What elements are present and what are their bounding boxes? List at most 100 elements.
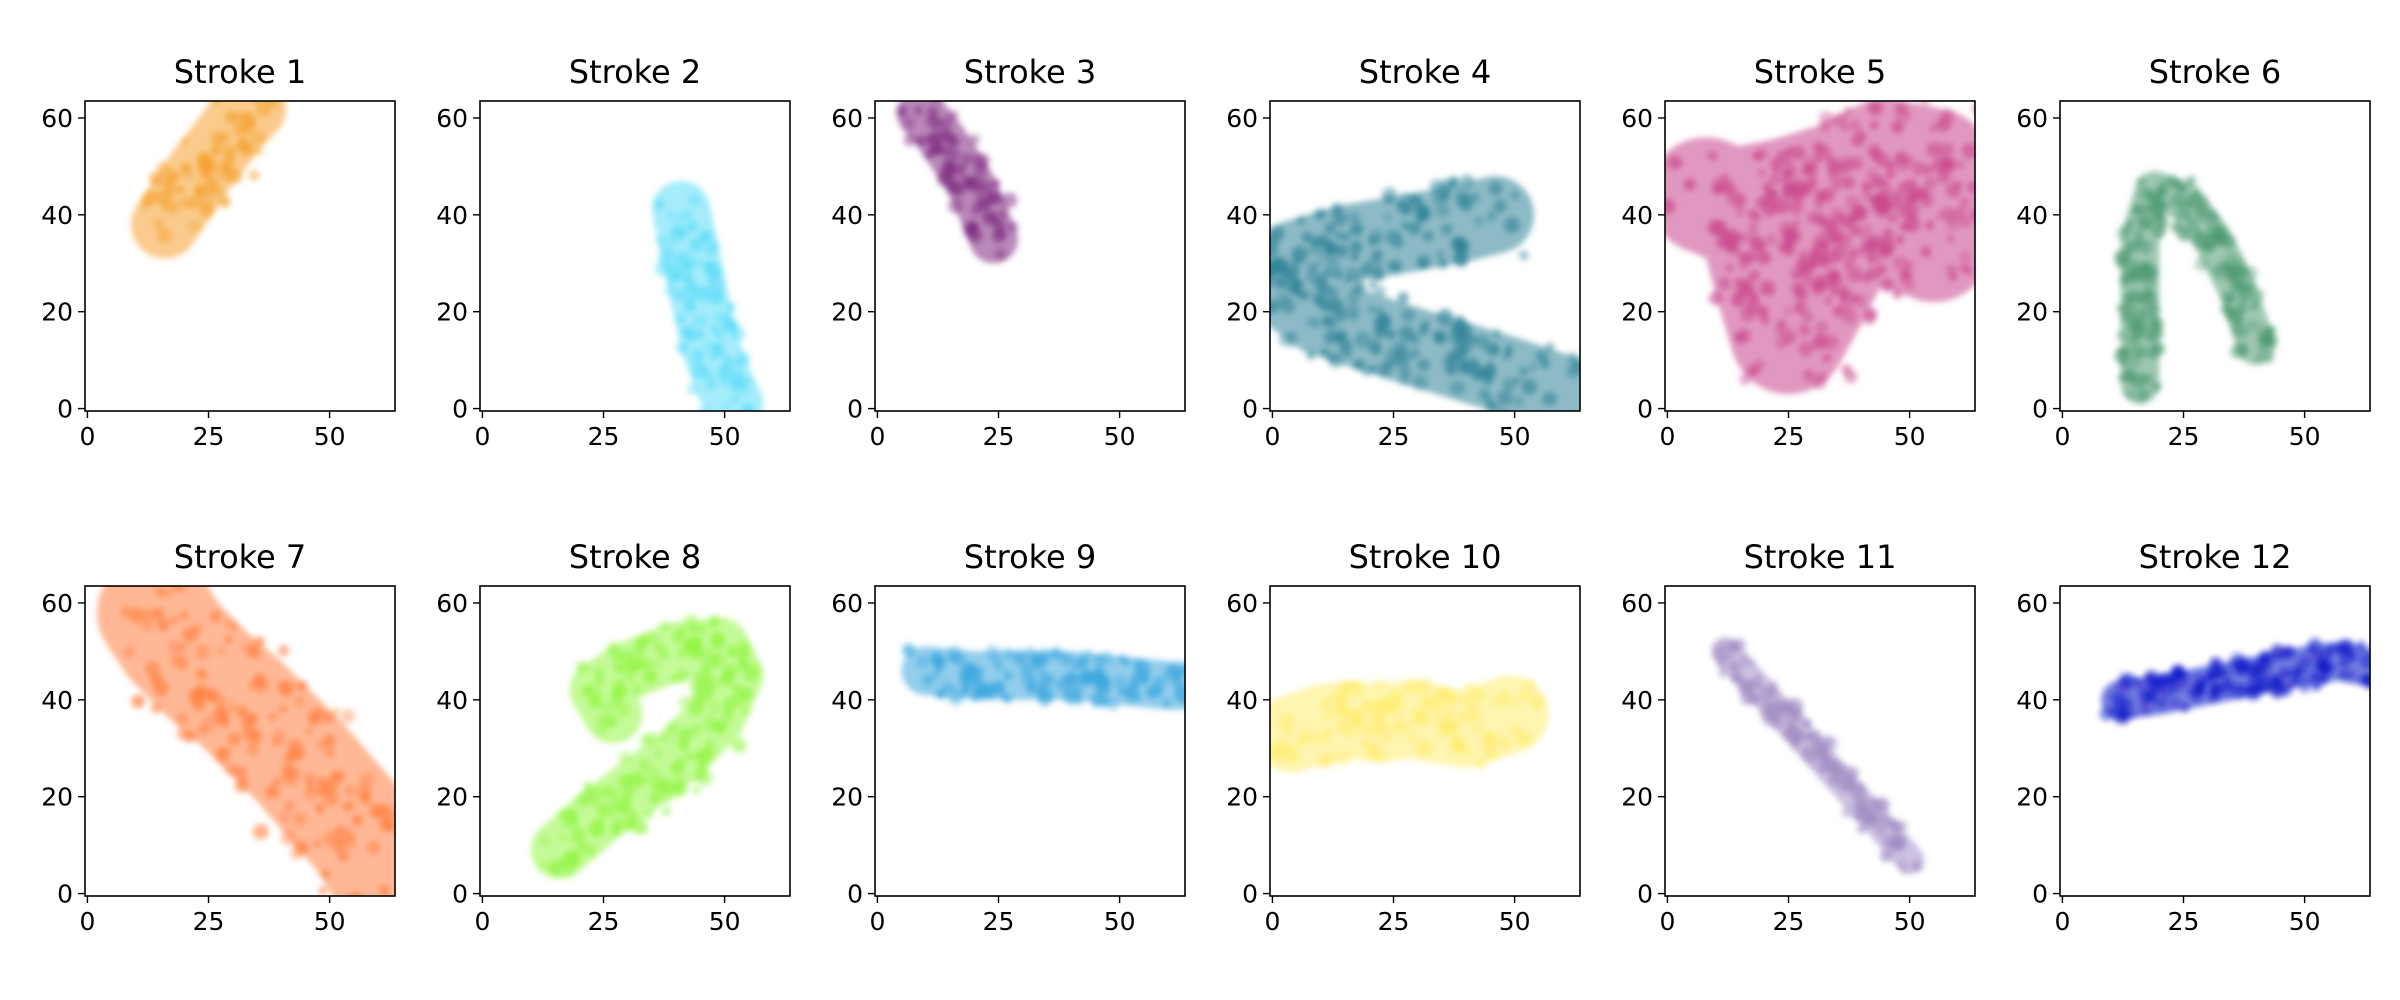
stroke-speck [1092, 653, 1104, 666]
panel-10: Stroke 10 0 25 50 0 20 40 60 [1226, 538, 1581, 936]
stroke-speck [2218, 238, 2227, 247]
x-tick-label: 0 [79, 907, 95, 936]
stroke-speck [1917, 187, 1930, 201]
stroke-speck [2191, 190, 2201, 200]
stroke-speck [229, 622, 238, 632]
stroke-speck [1001, 192, 1018, 209]
stroke-image [97, 586, 447, 896]
stroke-speck [1886, 211, 1899, 224]
stroke-speck [1347, 680, 1364, 697]
stroke-speck [681, 638, 695, 653]
stroke-speck [948, 690, 964, 706]
stroke-speck [1843, 106, 1853, 116]
stroke-speck [1389, 689, 1406, 706]
stroke-speck [1411, 348, 1421, 358]
x-tick-label: 25 [193, 422, 225, 451]
y-tick-label: 0 [452, 395, 468, 424]
stroke-speck [1460, 696, 1470, 705]
stroke-speck [312, 839, 322, 849]
stroke-speck [252, 823, 269, 840]
stroke-speck [2311, 681, 2322, 692]
panel-11: Stroke 11 0 25 50 0 20 40 60 [1621, 538, 1976, 936]
stroke-speck [581, 788, 598, 805]
stroke-speck [1335, 244, 1349, 258]
stroke-speck [2345, 669, 2356, 681]
stroke-speck [241, 722, 252, 733]
stroke-speck [1961, 142, 1975, 159]
stroke-speck [1066, 673, 1079, 686]
stroke-speck [1460, 174, 1474, 188]
x-tick-label: 25 [193, 907, 225, 936]
stroke-speck [433, 848, 447, 862]
stroke-speck [1470, 707, 1482, 720]
stroke-speck [711, 340, 724, 353]
stroke-speck [225, 168, 243, 185]
x-tick-label: 25 [588, 422, 620, 451]
stroke-speck [1876, 264, 1887, 275]
stroke-speck [1063, 688, 1080, 705]
stroke-speck [1278, 713, 1294, 730]
stroke-speck [1333, 701, 1349, 718]
stroke-speck [723, 403, 731, 411]
stroke-speck [195, 187, 206, 199]
stroke-speck [176, 727, 189, 740]
stroke-speck [1079, 669, 1095, 685]
stroke-speck [344, 784, 357, 797]
stroke-speck [2116, 329, 2127, 341]
stroke-speck [1812, 334, 1828, 350]
x-tick-label: 50 [709, 422, 741, 451]
stroke-speck [1306, 351, 1316, 360]
stroke-speck [1941, 206, 1956, 222]
panel-5: Stroke 5 0 25 50 0 20 40 60 [1621, 53, 1976, 451]
stroke-speck [622, 817, 635, 830]
stroke-speck [926, 146, 938, 157]
stroke-speck [255, 147, 264, 156]
stroke-speck [155, 587, 166, 598]
stroke-speck [1715, 640, 1732, 657]
stroke-speck [1252, 286, 1263, 297]
stroke-speck [1756, 242, 1766, 252]
stroke-speck [1879, 849, 1893, 863]
stroke-speck [698, 230, 711, 243]
stroke-speck [1748, 222, 1758, 232]
stroke-speck [2230, 323, 2241, 335]
stroke-speck [686, 752, 696, 762]
stroke-speck [2280, 681, 2294, 696]
stroke-speck [1961, 217, 1972, 228]
stroke-speck [2318, 662, 2329, 673]
stroke-speck [1145, 684, 1160, 700]
stroke-speck [1869, 248, 1884, 264]
stroke-speck [576, 841, 588, 853]
stroke-speck [1734, 206, 1745, 217]
stroke-speck [212, 707, 228, 723]
stroke-speck [1323, 728, 1333, 738]
panel-2: Stroke 2 0 25 50 0 20 40 60 [436, 53, 791, 451]
y-tick-label: 20 [1621, 783, 1653, 812]
stroke-speck [2224, 251, 2240, 268]
stroke-speck [1023, 646, 1037, 661]
stroke-speck [1162, 666, 1173, 677]
stroke-speck [391, 807, 395, 820]
stroke-speck [1729, 662, 1740, 673]
stroke-speck [1359, 264, 1372, 277]
stroke-speck [1939, 141, 1955, 157]
y-tick-label: 40 [2016, 686, 2048, 715]
stroke-speck [1802, 369, 1815, 382]
y-tick-label: 20 [436, 298, 468, 327]
stroke-speck [1162, 698, 1172, 708]
x-tick-label: 0 [2054, 907, 2070, 936]
stroke-speck [1863, 238, 1877, 252]
stroke-speck [247, 681, 256, 690]
stroke-speck [303, 786, 318, 800]
stroke-speck [1903, 215, 1921, 233]
stroke-speck [558, 833, 567, 843]
stroke-speck [1759, 280, 1776, 296]
panel-title: Stroke 11 [1744, 538, 1897, 576]
stroke-speck [340, 709, 356, 724]
stroke-speck [2135, 293, 2147, 305]
stroke-speck [938, 116, 952, 130]
stroke-speck [332, 839, 346, 852]
stroke-speck [1505, 344, 1514, 353]
stroke-speck [2254, 352, 2265, 363]
stroke-speck [1435, 203, 1451, 218]
